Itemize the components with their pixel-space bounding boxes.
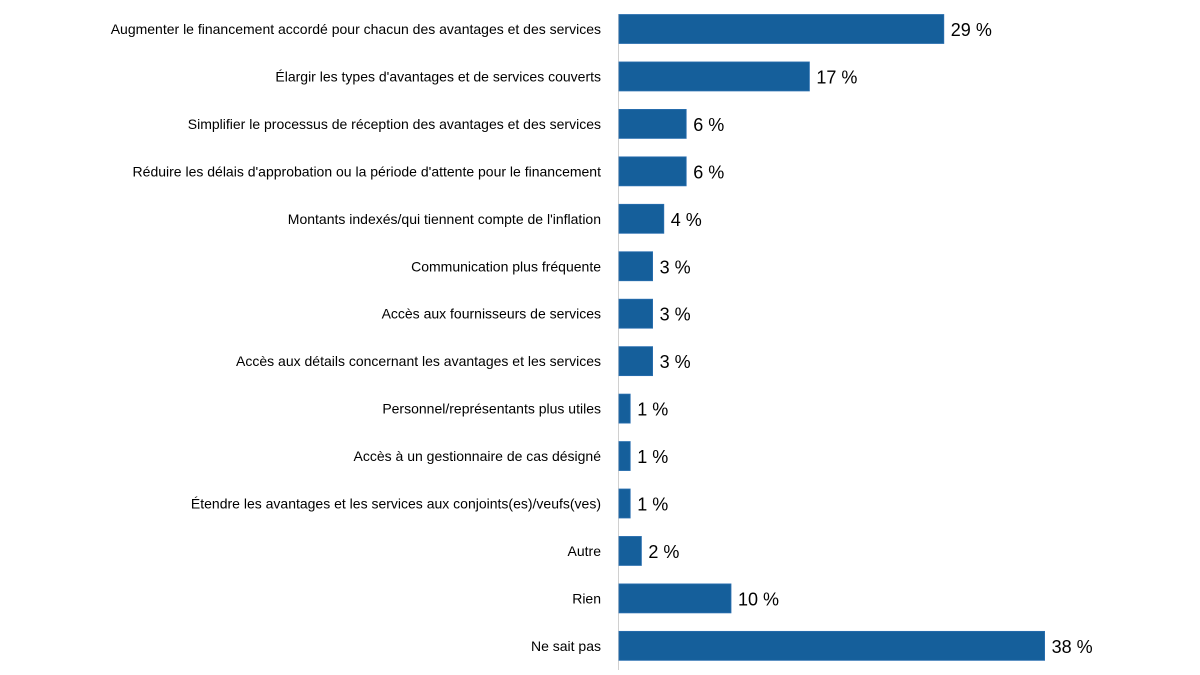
category-label: Autre [568,543,602,559]
data-label: 6 % [693,115,724,135]
bar [618,488,631,519]
category-label: Rien [572,590,601,606]
data-label: 4 % [671,210,702,230]
bar [618,393,631,424]
category-label: Ne sait pas [531,638,601,654]
data-label: 1 % [637,495,668,515]
bar [618,298,653,329]
category-label: Communication plus fréquente [411,258,601,274]
bar [618,14,945,44]
category-label: Accès aux détails concernant les avantag… [236,353,601,369]
category-label: Élargir les types d'avantages et de serv… [275,68,601,84]
bar [618,583,732,614]
data-label: 38 % [1052,637,1093,657]
category-label: Personnel/représentants plus utiles [382,401,601,417]
bar [618,203,665,234]
bar [618,251,653,282]
category-label: Montants indexés/qui tiennent compte de … [288,211,601,227]
data-label: 3 % [660,352,691,372]
category-label: Augmenter le financement accordé pour ch… [111,21,601,37]
bar [618,630,1046,661]
data-label: 3 % [660,257,691,277]
bar [618,346,653,377]
data-label: 1 % [637,447,668,467]
data-label: 6 % [693,162,724,182]
bar [618,441,631,471]
bar [618,109,687,139]
category-label: Simplifier le processus de réception des… [188,116,601,132]
data-label: 3 % [660,305,691,325]
data-label: 17 % [816,67,857,87]
data-label: 1 % [637,400,668,420]
category-label: Réduire les délais d'approbation ou la p… [133,163,602,179]
data-label: 10 % [738,589,779,609]
category-label: Étendre les avantages et les services au… [191,496,601,512]
category-label: Accès aux fournisseurs de services [382,306,601,322]
data-label: 2 % [648,542,679,562]
bar [618,536,642,566]
bar [618,61,810,92]
data-label: 29 % [951,20,992,40]
bar [618,156,687,187]
category-label: Accès à un gestionnaire de cas désigné [354,448,602,464]
